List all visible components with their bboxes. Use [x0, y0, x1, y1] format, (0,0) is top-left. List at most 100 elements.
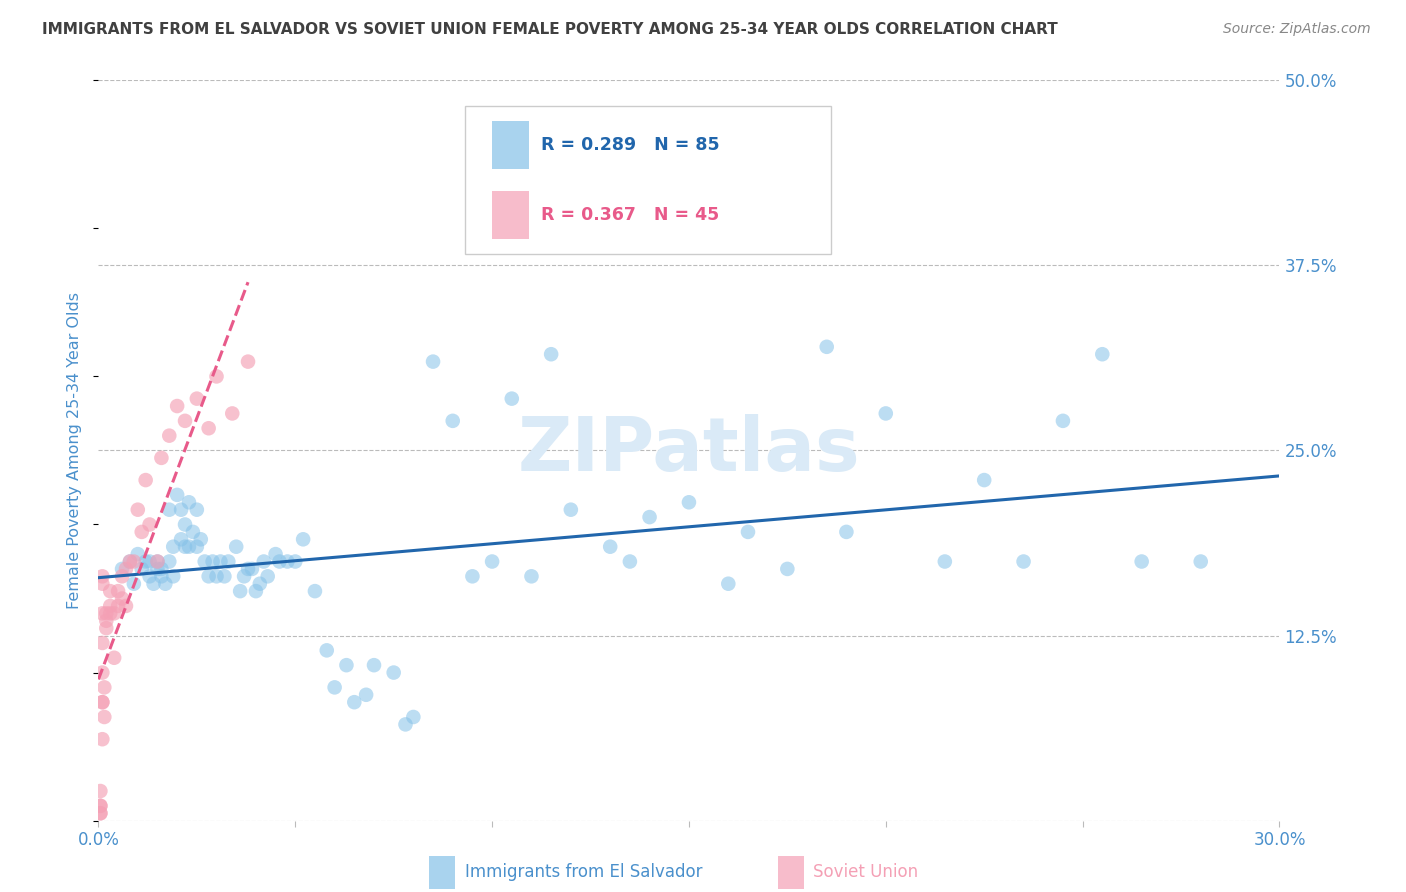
Point [638, 510, 661, 524]
Point [138, 517, 160, 532]
Point [815, 340, 838, 354]
Point [150, 562, 173, 576]
Point [461, 569, 484, 583]
Point [122, 576, 145, 591]
Point [382, 665, 405, 680]
Point [737, 524, 759, 539]
Point [186, 392, 208, 406]
Point [131, 562, 153, 576]
Point [304, 584, 326, 599]
Point [170, 533, 193, 547]
Point [835, 524, 858, 539]
Point [127, 547, 149, 561]
Point [209, 555, 232, 569]
Point [1189, 555, 1212, 569]
Point [146, 562, 169, 576]
Point [107, 584, 129, 599]
Point [174, 517, 197, 532]
Point [186, 540, 208, 554]
Point [233, 569, 256, 583]
Bar [429, 855, 456, 889]
Point [118, 555, 141, 569]
Point [343, 695, 366, 709]
Point [619, 555, 641, 569]
Point [103, 650, 125, 665]
Point [236, 354, 259, 368]
Point [138, 555, 160, 569]
Point [91, 732, 114, 747]
Point [186, 502, 208, 516]
Point [256, 569, 278, 583]
Point [240, 562, 263, 576]
Point [599, 540, 621, 554]
Text: Soviet Union: Soviet Union [813, 863, 918, 881]
Point [249, 576, 271, 591]
Text: Source: ZipAtlas.com: Source: ZipAtlas.com [1223, 22, 1371, 37]
Point [190, 533, 212, 547]
Point [520, 569, 543, 583]
Point [973, 473, 995, 487]
Point [127, 502, 149, 516]
Point [157, 502, 180, 516]
Point [157, 555, 180, 569]
Point [276, 555, 298, 569]
Point [91, 695, 114, 709]
FancyBboxPatch shape [464, 106, 831, 254]
Point [197, 421, 219, 435]
Point [354, 688, 377, 702]
Point [205, 569, 228, 583]
Point [146, 555, 169, 569]
Point [422, 354, 444, 368]
Point [111, 591, 134, 606]
Point [776, 562, 799, 576]
Point [201, 555, 224, 569]
Point [115, 599, 138, 613]
Point [150, 450, 173, 465]
Point [540, 347, 562, 361]
Point [875, 407, 897, 421]
Point [162, 540, 184, 554]
Point [166, 488, 188, 502]
Point [236, 562, 259, 576]
Point [91, 636, 114, 650]
Point [96, 614, 118, 628]
Point [98, 607, 121, 621]
Point [91, 569, 114, 583]
Point [441, 414, 464, 428]
Point [194, 555, 217, 569]
Bar [492, 191, 530, 239]
Point [91, 576, 114, 591]
Point [89, 798, 111, 813]
Point [323, 681, 346, 695]
Point [111, 569, 134, 583]
Point [93, 681, 115, 695]
Point [284, 555, 307, 569]
Point [394, 717, 416, 731]
Point [138, 569, 160, 583]
Point [98, 584, 121, 599]
Point [934, 555, 956, 569]
Point [146, 555, 169, 569]
Text: R = 0.367   N = 45: R = 0.367 N = 45 [541, 206, 720, 225]
Point [197, 569, 219, 583]
Text: ZIPatlas: ZIPatlas [517, 414, 860, 487]
Point [229, 584, 252, 599]
Point [115, 562, 138, 576]
Point [96, 621, 118, 635]
Point [177, 540, 200, 554]
Point [253, 555, 276, 569]
Point [135, 555, 157, 569]
Point [157, 428, 180, 442]
Point [162, 569, 184, 583]
Point [103, 607, 125, 621]
Point [122, 555, 145, 569]
Point [174, 540, 197, 554]
Y-axis label: Female Poverty Among 25-34 Year Olds: Female Poverty Among 25-34 Year Olds [67, 292, 83, 609]
Point [91, 695, 114, 709]
Point [107, 599, 129, 613]
Point [181, 524, 204, 539]
Point [205, 369, 228, 384]
Point [221, 407, 243, 421]
Point [142, 576, 165, 591]
Point [1012, 555, 1035, 569]
